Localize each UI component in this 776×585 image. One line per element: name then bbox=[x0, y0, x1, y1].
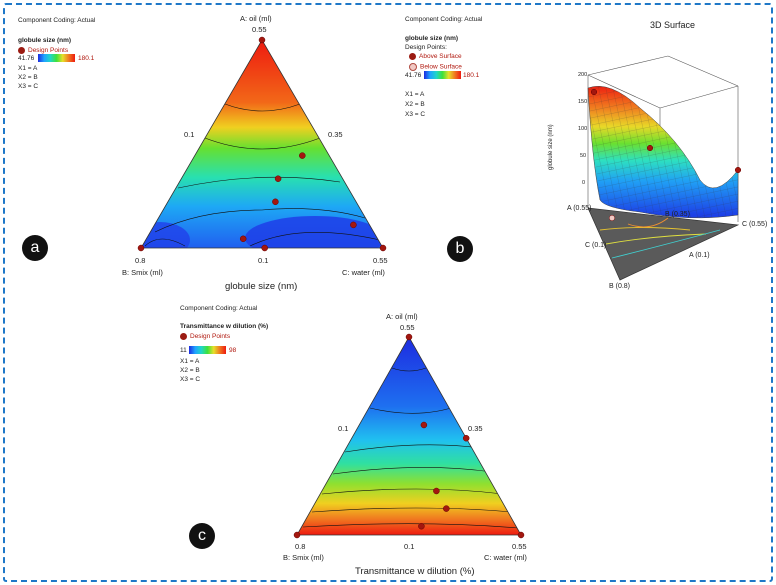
ternary-c-design-point-2 bbox=[517, 531, 525, 539]
color-scale-bar-a bbox=[38, 54, 75, 62]
ternary-a-design-point-6 bbox=[239, 235, 247, 243]
legend-above-surface: Above Surface bbox=[409, 53, 462, 60]
legend-below-surface: Below Surface bbox=[409, 63, 462, 71]
bottom-right-value-a: 0.55 bbox=[373, 256, 388, 265]
coding-label-a: Component Coding: Actual bbox=[18, 17, 96, 24]
legend-x3-c: X3 = C bbox=[180, 376, 201, 383]
ternary-c-design-point-1 bbox=[293, 531, 301, 539]
below-surface-icon bbox=[409, 63, 417, 71]
surface-design-point-2 bbox=[608, 214, 616, 222]
legend-design-points-b: Design Points: bbox=[405, 44, 447, 51]
ternary-a-design-point-2 bbox=[379, 244, 387, 252]
label-a-low: A (0.1) bbox=[689, 252, 710, 259]
ternary-c-design-point-7 bbox=[462, 434, 470, 442]
z-tick-150: 150 bbox=[578, 99, 588, 105]
legend-x2-a: X2 = B bbox=[18, 74, 38, 81]
z-tick-200: 200 bbox=[578, 72, 588, 78]
ternary-c-design-point-0 bbox=[405, 333, 413, 341]
z-tick-100: 100 bbox=[578, 126, 588, 132]
ternary-a-design-point-7 bbox=[261, 244, 268, 252]
above-surface-icon bbox=[409, 53, 416, 60]
bottom-left-value-c: 0.8 bbox=[295, 542, 306, 551]
ternary-c-design-point-4 bbox=[443, 505, 450, 512]
color-scale-bar-c bbox=[189, 346, 226, 354]
ternary-c-design-point-5 bbox=[418, 522, 425, 530]
legend-design-points-a: Design Points bbox=[18, 47, 68, 54]
axis-title-c: Transmittance w dilution (%) bbox=[355, 566, 475, 577]
legend-x1-c: X1 = A bbox=[180, 358, 200, 365]
legend-x1-a: X1 = A bbox=[18, 65, 38, 72]
surface-design-point-3 bbox=[734, 166, 742, 174]
axis-title-a: globule size (nm) bbox=[225, 281, 298, 292]
ternary-a-design-point-0 bbox=[258, 36, 266, 44]
coding-label-b: Component Coding: Actual bbox=[405, 16, 483, 23]
design-point-icon bbox=[18, 47, 25, 54]
legend-title-a: globule size (nm) bbox=[18, 37, 72, 44]
legend-design-points-c: Design Points bbox=[180, 333, 230, 340]
ternary-a-design-point-8 bbox=[299, 152, 306, 159]
ternary-c-design-point-6 bbox=[420, 421, 428, 429]
vertex-top-value-c: 0.55 bbox=[400, 323, 415, 332]
ternary-a-design-point-3 bbox=[272, 198, 279, 206]
ternary-a-design-point-1 bbox=[137, 244, 145, 252]
figure-frame bbox=[3, 3, 773, 582]
legend-x2-c: X2 = B bbox=[180, 367, 200, 374]
color-scale-bar-b bbox=[424, 71, 461, 79]
left-mid-tick-c: 0.1 bbox=[338, 424, 349, 433]
bottom-left-value-a: 0.8 bbox=[135, 256, 146, 265]
vertex-top-value-a: 0.55 bbox=[252, 25, 267, 34]
panel-badge-b: b bbox=[447, 236, 473, 262]
vertex-top-name-a: A: oil (ml) bbox=[240, 14, 272, 23]
legend-title-c: Transmittance w dilution (%) bbox=[180, 323, 269, 330]
ternary-a-design-point-5 bbox=[350, 221, 357, 229]
bottom-left-name-c: B: Smix (ml) bbox=[283, 553, 324, 562]
legend-title-b: globule size (nm) bbox=[405, 35, 459, 42]
legend-x3-a: X3 = C bbox=[18, 83, 39, 90]
surface-design-point-0 bbox=[590, 88, 598, 96]
label-a-high: A (0.55) bbox=[567, 205, 592, 212]
panel-badge-a: a bbox=[22, 235, 48, 261]
legend-x1-b: X1 = A bbox=[405, 91, 425, 98]
z-tick-0: 0 bbox=[582, 180, 586, 186]
bottom-right-value-c: 0.55 bbox=[512, 542, 527, 551]
bottom-mid-tick-c: 0.1 bbox=[404, 542, 415, 551]
ternary-a-design-point-4 bbox=[274, 175, 282, 182]
label-c-left: C (0.1) bbox=[585, 242, 607, 249]
legend-x2-b: X2 = B bbox=[405, 101, 425, 108]
right-mid-tick-a: 0.35 bbox=[328, 130, 343, 139]
surface-title: 3D Surface bbox=[650, 20, 696, 30]
z-tick-50: 50 bbox=[580, 153, 587, 159]
coding-label-c: Component Coding: Actual bbox=[180, 305, 258, 312]
left-mid-tick-a: 0.1 bbox=[184, 130, 195, 139]
surface-design-point-1 bbox=[646, 144, 654, 152]
label-c-right: C (0.55) bbox=[742, 221, 768, 228]
bottom-right-name-c: C: water (ml) bbox=[484, 553, 527, 562]
label-b-low: B (0.8) bbox=[609, 283, 631, 290]
bottom-mid-tick-a: 0.1 bbox=[258, 256, 269, 265]
ternary-c-design-point-3 bbox=[433, 487, 440, 495]
vertex-top-name-c: A: oil (ml) bbox=[386, 312, 418, 321]
design-point-icon bbox=[180, 333, 187, 340]
bottom-left-name-a: B: Smix (ml) bbox=[122, 268, 163, 277]
legend-x3-b: X3 = C bbox=[405, 111, 426, 118]
panel-badge-c: c bbox=[189, 523, 215, 549]
label-b-mid: B (0.35) bbox=[665, 211, 690, 218]
bottom-right-name-a: C: water (ml) bbox=[342, 268, 385, 277]
right-mid-tick-c: 0.35 bbox=[468, 424, 483, 433]
